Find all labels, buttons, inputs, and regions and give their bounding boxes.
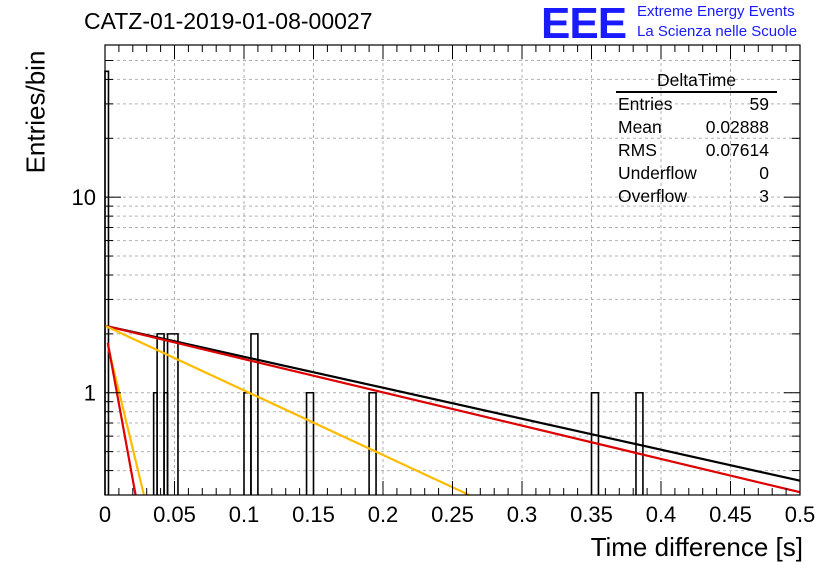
fit-line	[106, 342, 137, 496]
stats-row-entries: Entries 59	[611, 93, 777, 116]
x-tick-label: 0.45	[709, 502, 752, 527]
stats-title: DeltaTime	[616, 70, 777, 93]
stats-label: Overflow	[618, 186, 688, 206]
stats-value: 0.07614	[705, 140, 769, 160]
stats-row-underflow: Underflow 0	[611, 162, 777, 185]
x-tick-label: 0.5	[785, 502, 816, 527]
fit-line	[104, 324, 801, 494]
stats-box: DeltaTime Entries 59 Mean 0.02888 RMS 0.…	[611, 70, 777, 208]
x-tick-label: 0.25	[431, 502, 474, 527]
histogram-bin	[250, 333, 259, 495]
histogram-bin	[166, 333, 179, 495]
eee-logo: EEE	[541, 0, 627, 48]
stats-value: 59	[749, 94, 769, 114]
x-tick-label: 0	[99, 502, 111, 527]
stats-row-mean: Mean 0.02888	[611, 116, 777, 139]
x-axis-label: Time difference [s]	[590, 532, 803, 562]
axes	[104, 44, 801, 496]
y-tick-label: 1	[84, 381, 96, 406]
fit-line	[104, 324, 470, 496]
x-tick-label: 0.2	[368, 502, 399, 527]
plot-title: CATZ-01-2019-01-08-00027	[84, 8, 373, 34]
logo-line-2: La Scienza nelle Scuole	[637, 23, 798, 40]
y-tick-label: 10	[72, 185, 96, 210]
fit-line	[104, 324, 801, 482]
logo-line-1: Extreme Energy Events	[637, 3, 795, 20]
histogram-bin	[368, 391, 377, 495]
x-tick-label: 0.4	[646, 502, 677, 527]
stats-row-rms: RMS 0.07614	[611, 139, 777, 162]
stats-label: Mean	[618, 117, 662, 137]
stats-label: Underflow	[618, 163, 697, 183]
stats-label: RMS	[618, 140, 657, 160]
histogram-bin	[305, 391, 315, 495]
x-tick-label: 0.1	[229, 502, 260, 527]
tick-labels: 0 0.05 0.1 0.15 0.2 0.25 0.3 0.35 0.4 0.45 0.5 1 10	[72, 185, 816, 527]
x-tick-label: 0.35	[570, 502, 613, 527]
histogram-bin	[243, 391, 252, 495]
stats-value: 0	[759, 163, 769, 183]
histogram	[104, 70, 644, 495]
stats-value: 0.02888	[705, 117, 769, 137]
stats-row-overflow: Overflow 3	[611, 185, 777, 208]
stats-value: 3	[759, 186, 769, 206]
stats-label: Entries	[618, 94, 673, 114]
x-tick-label: 0.3	[507, 502, 538, 527]
x-tick-label: 0.05	[153, 502, 196, 527]
fit-lines	[104, 324, 801, 496]
y-axis-label: Entries/bin	[20, 50, 51, 174]
x-tick-label: 0.15	[292, 502, 335, 527]
